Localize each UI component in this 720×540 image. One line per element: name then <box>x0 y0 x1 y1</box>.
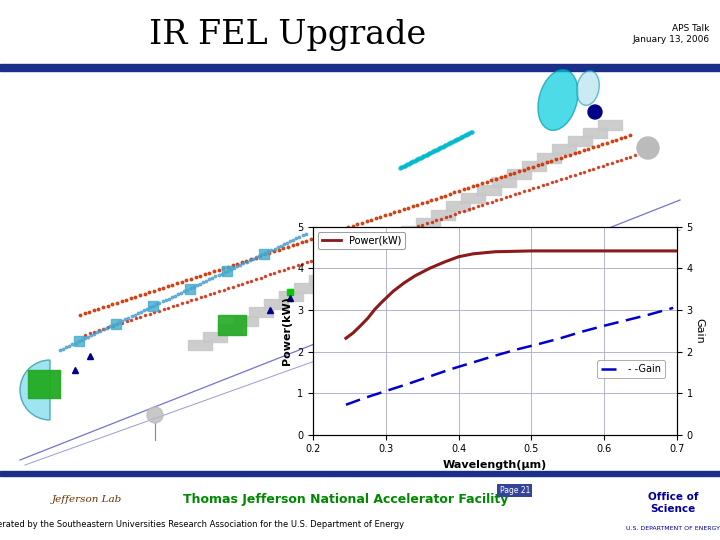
Text: Operated by the Southeastern Universities Research Association for the U.S. Depa: Operated by the Southeastern Universitie… <box>0 521 404 529</box>
Bar <box>598 120 622 130</box>
Bar <box>248 307 273 318</box>
Bar <box>310 275 333 285</box>
Bar <box>0 471 720 476</box>
Power(kW) <box>440 259 449 265</box>
Text: IR FEL Upgrade: IR FEL Upgrade <box>149 19 427 51</box>
Text: APS Talk
January 13, 2006: APS Talk January 13, 2006 <box>632 24 709 44</box>
Bar <box>264 299 288 309</box>
Bar <box>28 370 60 398</box>
Text: Thomas Jefferson National Accelerator Facility: Thomas Jefferson National Accelerator Fa… <box>183 493 508 506</box>
Bar <box>188 340 212 350</box>
Bar <box>340 259 364 268</box>
Bar <box>73 336 84 346</box>
Bar <box>552 144 577 154</box>
- -Gain <box>360 395 369 401</box>
Circle shape <box>650 280 670 300</box>
Bar <box>492 177 516 187</box>
- -Gain <box>426 373 434 380</box>
Bar <box>184 284 194 294</box>
Text: Jefferson Lab: Jefferson Lab <box>51 495 122 504</box>
Text: Page 21: Page 21 <box>500 486 530 495</box>
Bar <box>222 266 232 276</box>
Bar <box>400 226 425 236</box>
Line: - -Gain: - -Gain <box>346 308 673 405</box>
Text: Office of
Science: Office of Science <box>648 492 698 514</box>
Circle shape <box>147 407 163 423</box>
Bar <box>218 315 246 335</box>
Circle shape <box>588 105 602 119</box>
Wedge shape <box>20 360 50 420</box>
Ellipse shape <box>538 70 578 130</box>
Power(kW) <box>491 248 500 255</box>
Bar <box>279 291 303 301</box>
Bar <box>477 185 500 195</box>
Power(kW) <box>389 288 397 294</box>
Y-axis label: Power(kW): Power(kW) <box>282 296 292 365</box>
Power(kW) <box>378 299 387 305</box>
Bar <box>446 201 470 212</box>
Power(kW) <box>469 251 477 257</box>
Bar <box>355 251 379 260</box>
Bar <box>462 193 485 204</box>
Circle shape <box>637 137 659 159</box>
Power(kW) <box>410 273 419 279</box>
- -Gain <box>341 402 350 408</box>
Power(kW) <box>454 253 463 260</box>
- -Gain <box>669 305 678 311</box>
Power(kW) <box>564 248 572 254</box>
Bar <box>110 319 120 329</box>
Bar <box>148 301 158 311</box>
- -Gain <box>621 317 630 323</box>
Bar <box>567 136 592 146</box>
Bar <box>415 218 440 228</box>
Power(kW) <box>349 329 358 336</box>
Power(kW) <box>426 265 434 272</box>
Bar <box>233 315 258 326</box>
Power(kW) <box>364 315 372 321</box>
Legend: - -Gain: - -Gain <box>597 360 665 378</box>
Legend: Power(kW): Power(kW) <box>318 232 405 249</box>
Power(kW) <box>600 248 608 254</box>
Line: Power(kW): Power(kW) <box>346 251 677 338</box>
Bar <box>370 242 395 252</box>
- -Gain <box>644 312 652 318</box>
Power(kW) <box>341 335 350 341</box>
- -Gain <box>534 341 543 347</box>
- -Gain <box>578 328 587 335</box>
- -Gain <box>600 322 608 329</box>
Bar <box>507 169 531 179</box>
Bar <box>203 332 228 342</box>
- -Gain <box>469 359 477 366</box>
- -Gain <box>556 335 564 341</box>
Bar <box>218 323 243 334</box>
Bar <box>294 283 318 293</box>
Text: U.S. DEPARTMENT OF ENERGY: U.S. DEPARTMENT OF ENERGY <box>626 525 720 531</box>
Power(kW) <box>636 248 645 254</box>
Bar <box>522 161 546 171</box>
Bar <box>582 128 607 138</box>
Bar <box>537 153 562 163</box>
Y-axis label: Gain: Gain <box>694 318 704 343</box>
- -Gain <box>447 366 456 372</box>
Bar <box>385 234 410 244</box>
Power(kW) <box>400 280 408 286</box>
Bar <box>325 267 348 276</box>
- -Gain <box>403 381 412 387</box>
X-axis label: Wavelength(μm): Wavelength(μm) <box>443 460 547 470</box>
Power(kW) <box>371 306 379 312</box>
Ellipse shape <box>577 71 599 105</box>
Bar <box>431 210 455 220</box>
- -Gain <box>513 346 521 353</box>
- -Gain <box>491 353 500 359</box>
- -Gain <box>382 388 390 394</box>
Power(kW) <box>672 248 681 254</box>
Power(kW) <box>527 248 536 254</box>
Power(kW) <box>356 322 365 329</box>
Bar <box>0 64 720 71</box>
Bar <box>258 249 269 259</box>
